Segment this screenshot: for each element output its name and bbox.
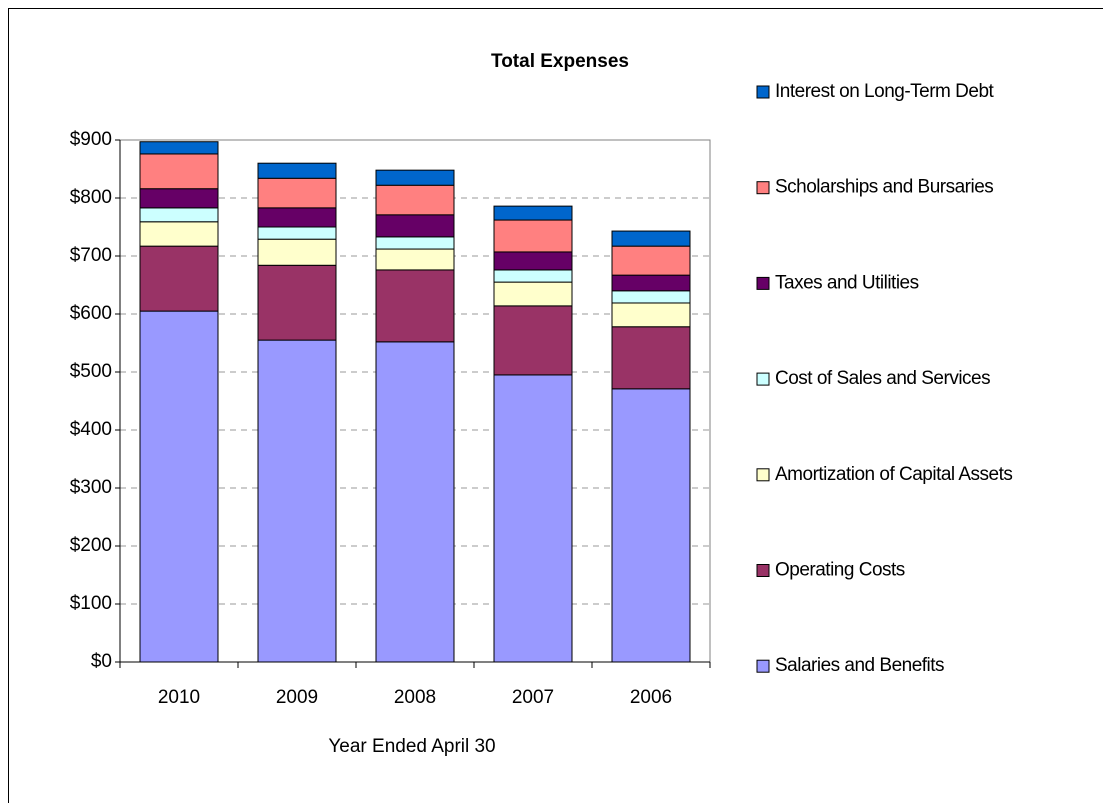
bar-segment — [493, 251, 573, 271]
bar-segment — [139, 207, 219, 223]
bar-segment — [139, 310, 219, 663]
x-tick-label: 2008 — [394, 687, 436, 708]
bar-segment — [257, 177, 337, 209]
bar-segment — [611, 388, 691, 663]
bar-segment — [493, 219, 573, 253]
legend-label: Salaries and Benefits — [775, 655, 944, 676]
chart-title: Total Expenses — [491, 51, 629, 72]
bar-segment — [257, 238, 337, 266]
bar-segment — [611, 274, 691, 292]
legend-label: Cost of Sales and Services — [775, 368, 990, 389]
y-tick-label: $800 — [70, 187, 112, 208]
x-tick-label: 2009 — [276, 687, 318, 708]
legend-label: Operating Costs — [775, 560, 905, 581]
bar-segment — [493, 269, 573, 283]
bar-segment — [493, 305, 573, 376]
bar-segment — [257, 264, 337, 341]
legend-swatch — [756, 564, 770, 577]
y-tick-label: $600 — [70, 303, 112, 324]
x-axis-label: Year Ended April 30 — [328, 736, 495, 757]
x-tick-label: 2007 — [512, 687, 554, 708]
bar-segment — [375, 169, 455, 186]
y-tick-label: $300 — [70, 477, 112, 498]
legend-label: Scholarships and Bursaries — [775, 177, 993, 198]
x-tick-label: 2010 — [158, 687, 200, 708]
bar-segment — [375, 341, 455, 663]
legend-swatch — [756, 85, 770, 99]
bar-segment — [611, 230, 691, 247]
y-tick-label: $0 — [91, 651, 112, 672]
bar-segment — [493, 281, 573, 307]
bar-segment — [611, 302, 691, 328]
bar-segment — [611, 245, 691, 276]
bar-segment — [375, 214, 455, 238]
bar-segment — [257, 339, 337, 663]
bar-segment — [611, 326, 691, 390]
x-tick-label: 2006 — [630, 687, 672, 708]
bar-segment — [375, 236, 455, 250]
bar-segment — [139, 221, 219, 247]
bar-segment — [257, 162, 337, 179]
legend-label: Amortization of Capital Assets — [775, 464, 1012, 485]
bar-segment — [139, 153, 219, 190]
bar-segment — [257, 207, 337, 228]
bar-segment — [139, 188, 219, 209]
bar-segment — [493, 374, 573, 663]
legend-swatch — [756, 659, 770, 673]
legend-swatch — [756, 181, 770, 195]
bar-segment — [139, 245, 219, 312]
bar-segment — [493, 205, 573, 221]
legend-swatch — [756, 468, 770, 482]
y-tick-label: $900 — [70, 129, 112, 150]
legend-label: Taxes and Utilities — [775, 272, 919, 293]
bar-segment — [257, 226, 337, 240]
y-tick-label: $400 — [70, 419, 112, 440]
y-tick-label: $700 — [70, 245, 112, 266]
bar-segment — [375, 184, 455, 216]
bar-segment — [375, 248, 455, 271]
bar-segment — [375, 269, 455, 343]
y-tick-label: $200 — [70, 535, 112, 556]
legend-swatch — [756, 276, 770, 290]
bar-segment — [611, 290, 691, 304]
y-tick-label: $500 — [70, 361, 112, 382]
legend-swatch — [756, 372, 770, 386]
bar-segment — [139, 141, 219, 155]
legend-label: Interest on Long-Term Debt — [775, 81, 995, 102]
y-tick-label: $100 — [70, 593, 112, 614]
